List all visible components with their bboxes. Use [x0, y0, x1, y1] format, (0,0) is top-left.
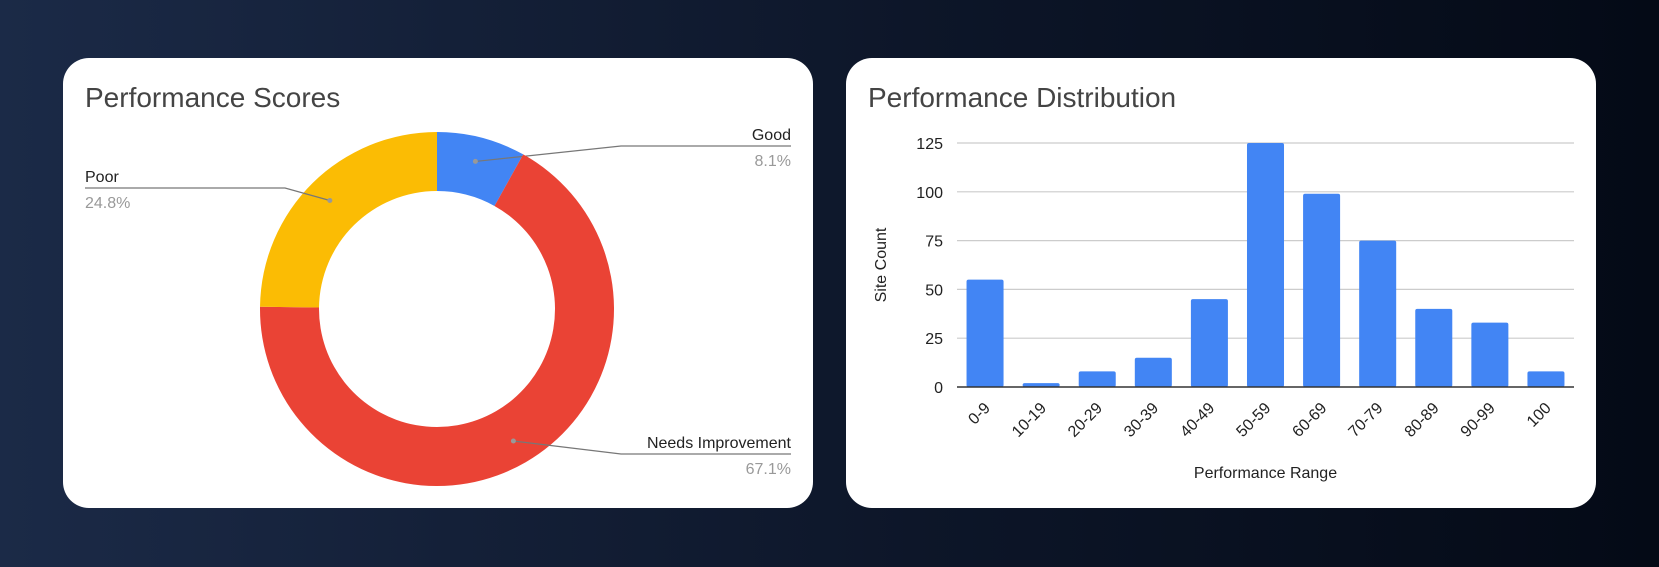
bar-10-19	[1022, 383, 1060, 387]
chart-title: Performance Scores	[85, 82, 341, 113]
bar-100	[1527, 371, 1565, 387]
x-tick-label: 90-99	[1458, 400, 1499, 441]
y-tick-label: 125	[916, 136, 943, 153]
leader-line	[85, 187, 331, 202]
bar-30-39	[1134, 357, 1172, 387]
y-tick-label: 75	[925, 234, 943, 251]
donut-slice-good	[437, 132, 524, 206]
bar-50-59	[1246, 143, 1285, 387]
bar-20-29	[1078, 371, 1116, 387]
y-tick-label: 25	[925, 331, 943, 348]
chart-title: Performance Distribution	[868, 82, 1177, 113]
x-tick-label: 50-59	[1233, 400, 1274, 441]
x-tick-label: 10-19	[1009, 400, 1050, 441]
bar-chart: 0 25 50 75 100 125 0-9 10-19 20-29 30-39 40-49 50-5…	[873, 136, 1574, 482]
slice-percent: 8.1%	[755, 153, 791, 170]
x-tick-label: 30-39	[1121, 400, 1162, 441]
bar-90-99	[1471, 322, 1509, 387]
bar-0-9	[966, 279, 1004, 387]
leader-dot	[510, 438, 516, 444]
slice-label: Good	[752, 127, 791, 144]
bar-70-79	[1359, 240, 1397, 387]
x-tick-label: 100	[1524, 400, 1555, 431]
donut-slice-needs-improvement	[260, 154, 614, 486]
slice-label: Needs Improvement	[647, 435, 792, 452]
performance-distribution-card: Performance Distribution 0 25 50 75 100 125 0-…	[846, 58, 1596, 508]
bar-60-69	[1303, 193, 1341, 387]
x-tick-label: 80-89	[1402, 400, 1443, 441]
x-axis-title: Performance Range	[1194, 465, 1337, 482]
slice-percent: 67.1%	[746, 461, 791, 478]
performance-scores-card: Performance Scores Good 8.1% Needs Improve…	[63, 58, 813, 508]
y-tick-label: 100	[916, 185, 943, 202]
x-tick-label: 20-29	[1065, 400, 1106, 441]
y-tick-label: 0	[934, 380, 943, 397]
slice-label: Poor	[85, 169, 119, 186]
x-tick-label: 60-69	[1289, 400, 1330, 441]
y-tick-label: 50	[925, 282, 943, 299]
donut-slice-poor	[260, 132, 437, 308]
x-tick-label: 70-79	[1346, 400, 1387, 441]
bar-40-49	[1190, 299, 1228, 387]
bar-80-89	[1415, 308, 1453, 387]
leader-dot	[472, 158, 478, 164]
y-axis-title: Site Count	[873, 227, 890, 302]
slice-percent: 24.8%	[85, 195, 130, 212]
donut-chart: Good 8.1% Needs Improvement 67.1% Poor 24.8%	[85, 127, 792, 486]
leader-line	[513, 440, 791, 455]
x-tick-label: 0-9	[966, 400, 994, 428]
x-tick-label: 40-49	[1177, 400, 1218, 441]
leader-dot	[327, 197, 333, 203]
